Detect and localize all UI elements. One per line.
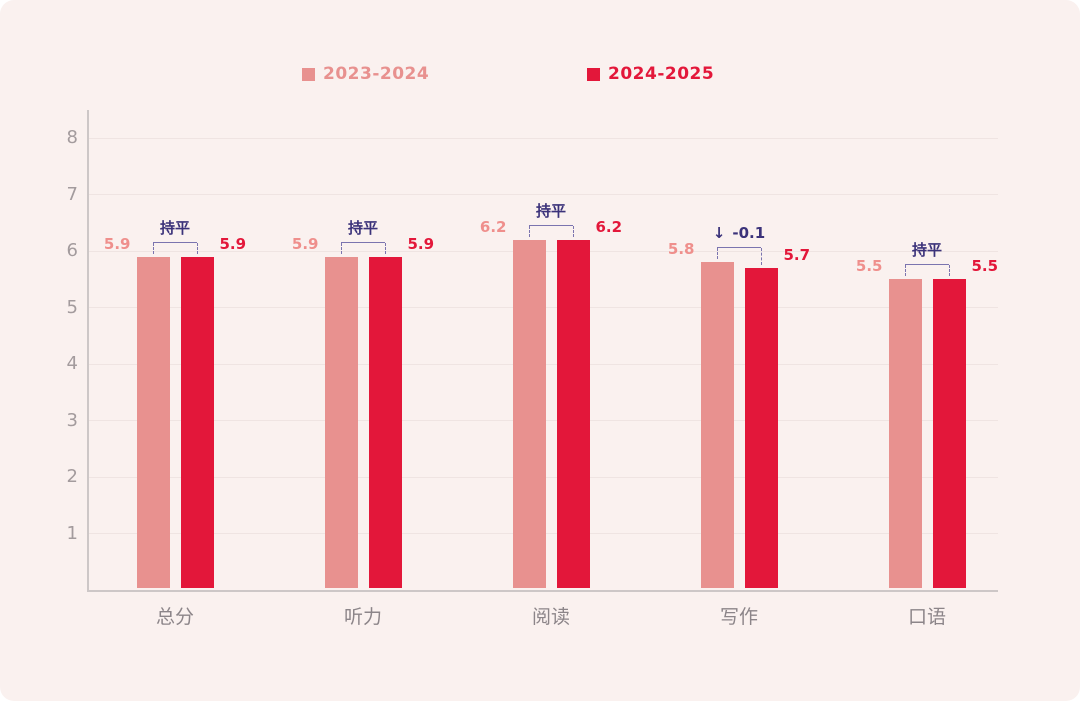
annotation-听力: 持平 (293, 218, 433, 238)
bracket-tick-right-口语 (948, 265, 950, 277)
annotation-label: 持平 (159, 218, 190, 237)
y-tick-label-7: 7 (66, 183, 78, 205)
value-label-2024-2025-写作: 5.7 (783, 245, 811, 264)
bracket-line-阅读 (529, 224, 573, 226)
legend-label-2024-2025: 2024-2025 (608, 64, 715, 84)
annotation-总分: 持平 (105, 218, 245, 238)
bracket-tick-right-总分 (196, 242, 198, 254)
bar-2023-2024-总分 (136, 256, 170, 588)
x-axis-label-总分: 总分 (155, 606, 194, 628)
value-label-2023-2024-口语: 5.5 (855, 257, 883, 276)
annotation-写作: ↓ -0.1 (669, 223, 809, 243)
x-axis-label-听力: 听力 (343, 606, 382, 628)
bracket-tick-right-写作 (760, 248, 762, 265)
bracket-tick-right-阅读 (572, 225, 574, 237)
legend-item-2023-2024: 2023-2024 (302, 64, 429, 84)
value-label-2023-2024-听力: 5.9 (291, 234, 319, 253)
bracket-line-口语 (905, 264, 949, 266)
bar-2024-2025-总分 (180, 256, 214, 588)
bar-2023-2024-口语 (888, 279, 922, 588)
annotation-阅读: 持平 (481, 201, 621, 221)
down-arrow-icon: ↓ (712, 224, 726, 243)
value-label-2024-2025-口语: 5.5 (971, 257, 999, 276)
bar-2024-2025-写作 (744, 267, 778, 588)
legend-swatch-2023-2024 (302, 67, 315, 81)
bracket-tick-left-写作 (716, 248, 718, 260)
annotation-label: 持平 (535, 201, 566, 220)
value-label-2024-2025-听力: 5.9 (407, 234, 435, 253)
bar-2024-2025-听力 (368, 256, 402, 588)
y-tick-label-6: 6 (66, 240, 78, 261)
legend: 2023-2024 2024-2025 (0, 64, 1080, 86)
value-label-2023-2024-阅读: 6.2 (479, 217, 507, 236)
bracket-line-写作 (717, 247, 761, 249)
annotation-口语: 持平 (857, 240, 997, 260)
legend-swatch-2024-2025 (587, 67, 600, 81)
annotation-label: -0.1 (732, 224, 766, 243)
y-axis-line (87, 110, 89, 590)
y-tick-label-3: 3 (66, 409, 78, 431)
y-tick-label-5: 5 (66, 296, 78, 318)
bar-2023-2024-阅读 (512, 239, 546, 588)
gridline-8 (88, 137, 998, 139)
value-label-2023-2024-写作: 5.8 (667, 240, 695, 259)
y-tick-label-8: 8 (66, 127, 78, 148)
bracket-tick-left-阅读 (528, 225, 530, 237)
bracket-line-总分 (153, 241, 197, 243)
y-tick-label-1: 1 (66, 522, 78, 544)
annotation-label: 持平 (911, 241, 942, 260)
bracket-line-听力 (341, 241, 385, 243)
value-label-2023-2024-总分: 5.9 (103, 234, 131, 253)
bracket-tick-left-口语 (904, 265, 906, 277)
value-label-2024-2025-阅读: 6.2 (595, 217, 623, 236)
y-tick-label-4: 4 (66, 353, 78, 374)
x-axis-label-阅读: 阅读 (531, 606, 570, 628)
x-axis-line (87, 590, 998, 592)
x-axis-label-写作: 写作 (719, 606, 758, 628)
bracket-tick-left-听力 (340, 242, 342, 254)
bar-2024-2025-阅读 (556, 239, 590, 588)
bar-2024-2025-口语 (932, 279, 966, 588)
x-axis-label-口语: 口语 (907, 606, 946, 628)
bracket-tick-left-总分 (152, 242, 154, 254)
value-label-2024-2025-总分: 5.9 (219, 234, 247, 253)
bar-2023-2024-写作 (700, 262, 734, 588)
legend-item-2024-2025: 2024-2025 (587, 64, 714, 84)
gridline-7 (88, 194, 998, 195)
bracket-tick-right-听力 (384, 242, 386, 254)
bar-2023-2024-听力 (324, 256, 358, 588)
legend-label-2023-2024: 2023-2024 (323, 64, 430, 84)
y-tick-label-2: 2 (66, 466, 78, 487)
annotation-label: 持平 (347, 218, 378, 237)
